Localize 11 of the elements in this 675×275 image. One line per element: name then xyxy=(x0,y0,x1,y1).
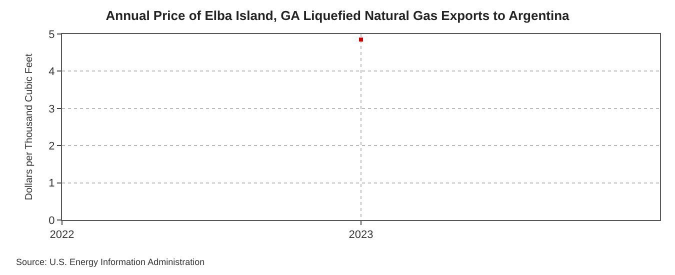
y-tick-label: 1 xyxy=(48,178,55,190)
y-tick-label: 0 xyxy=(48,214,55,227)
y-tick-label: 4 xyxy=(48,66,55,78)
y-axis-title: Dollars per Thousand Cubic Feet xyxy=(24,54,35,200)
source-note: Source: U.S. Energy Information Administration xyxy=(16,257,205,267)
y-tick-label: 3 xyxy=(48,103,55,116)
x-tick-label: 2022 xyxy=(50,229,74,242)
y-tick-label: 5 xyxy=(48,28,55,41)
y-tick-label: 2 xyxy=(48,140,55,152)
x-tick-label: 2023 xyxy=(348,229,374,242)
chart-title: Annual Price of Elba Island, GA Liquefied Natural Gas Exports to Argentina xyxy=(106,8,570,24)
